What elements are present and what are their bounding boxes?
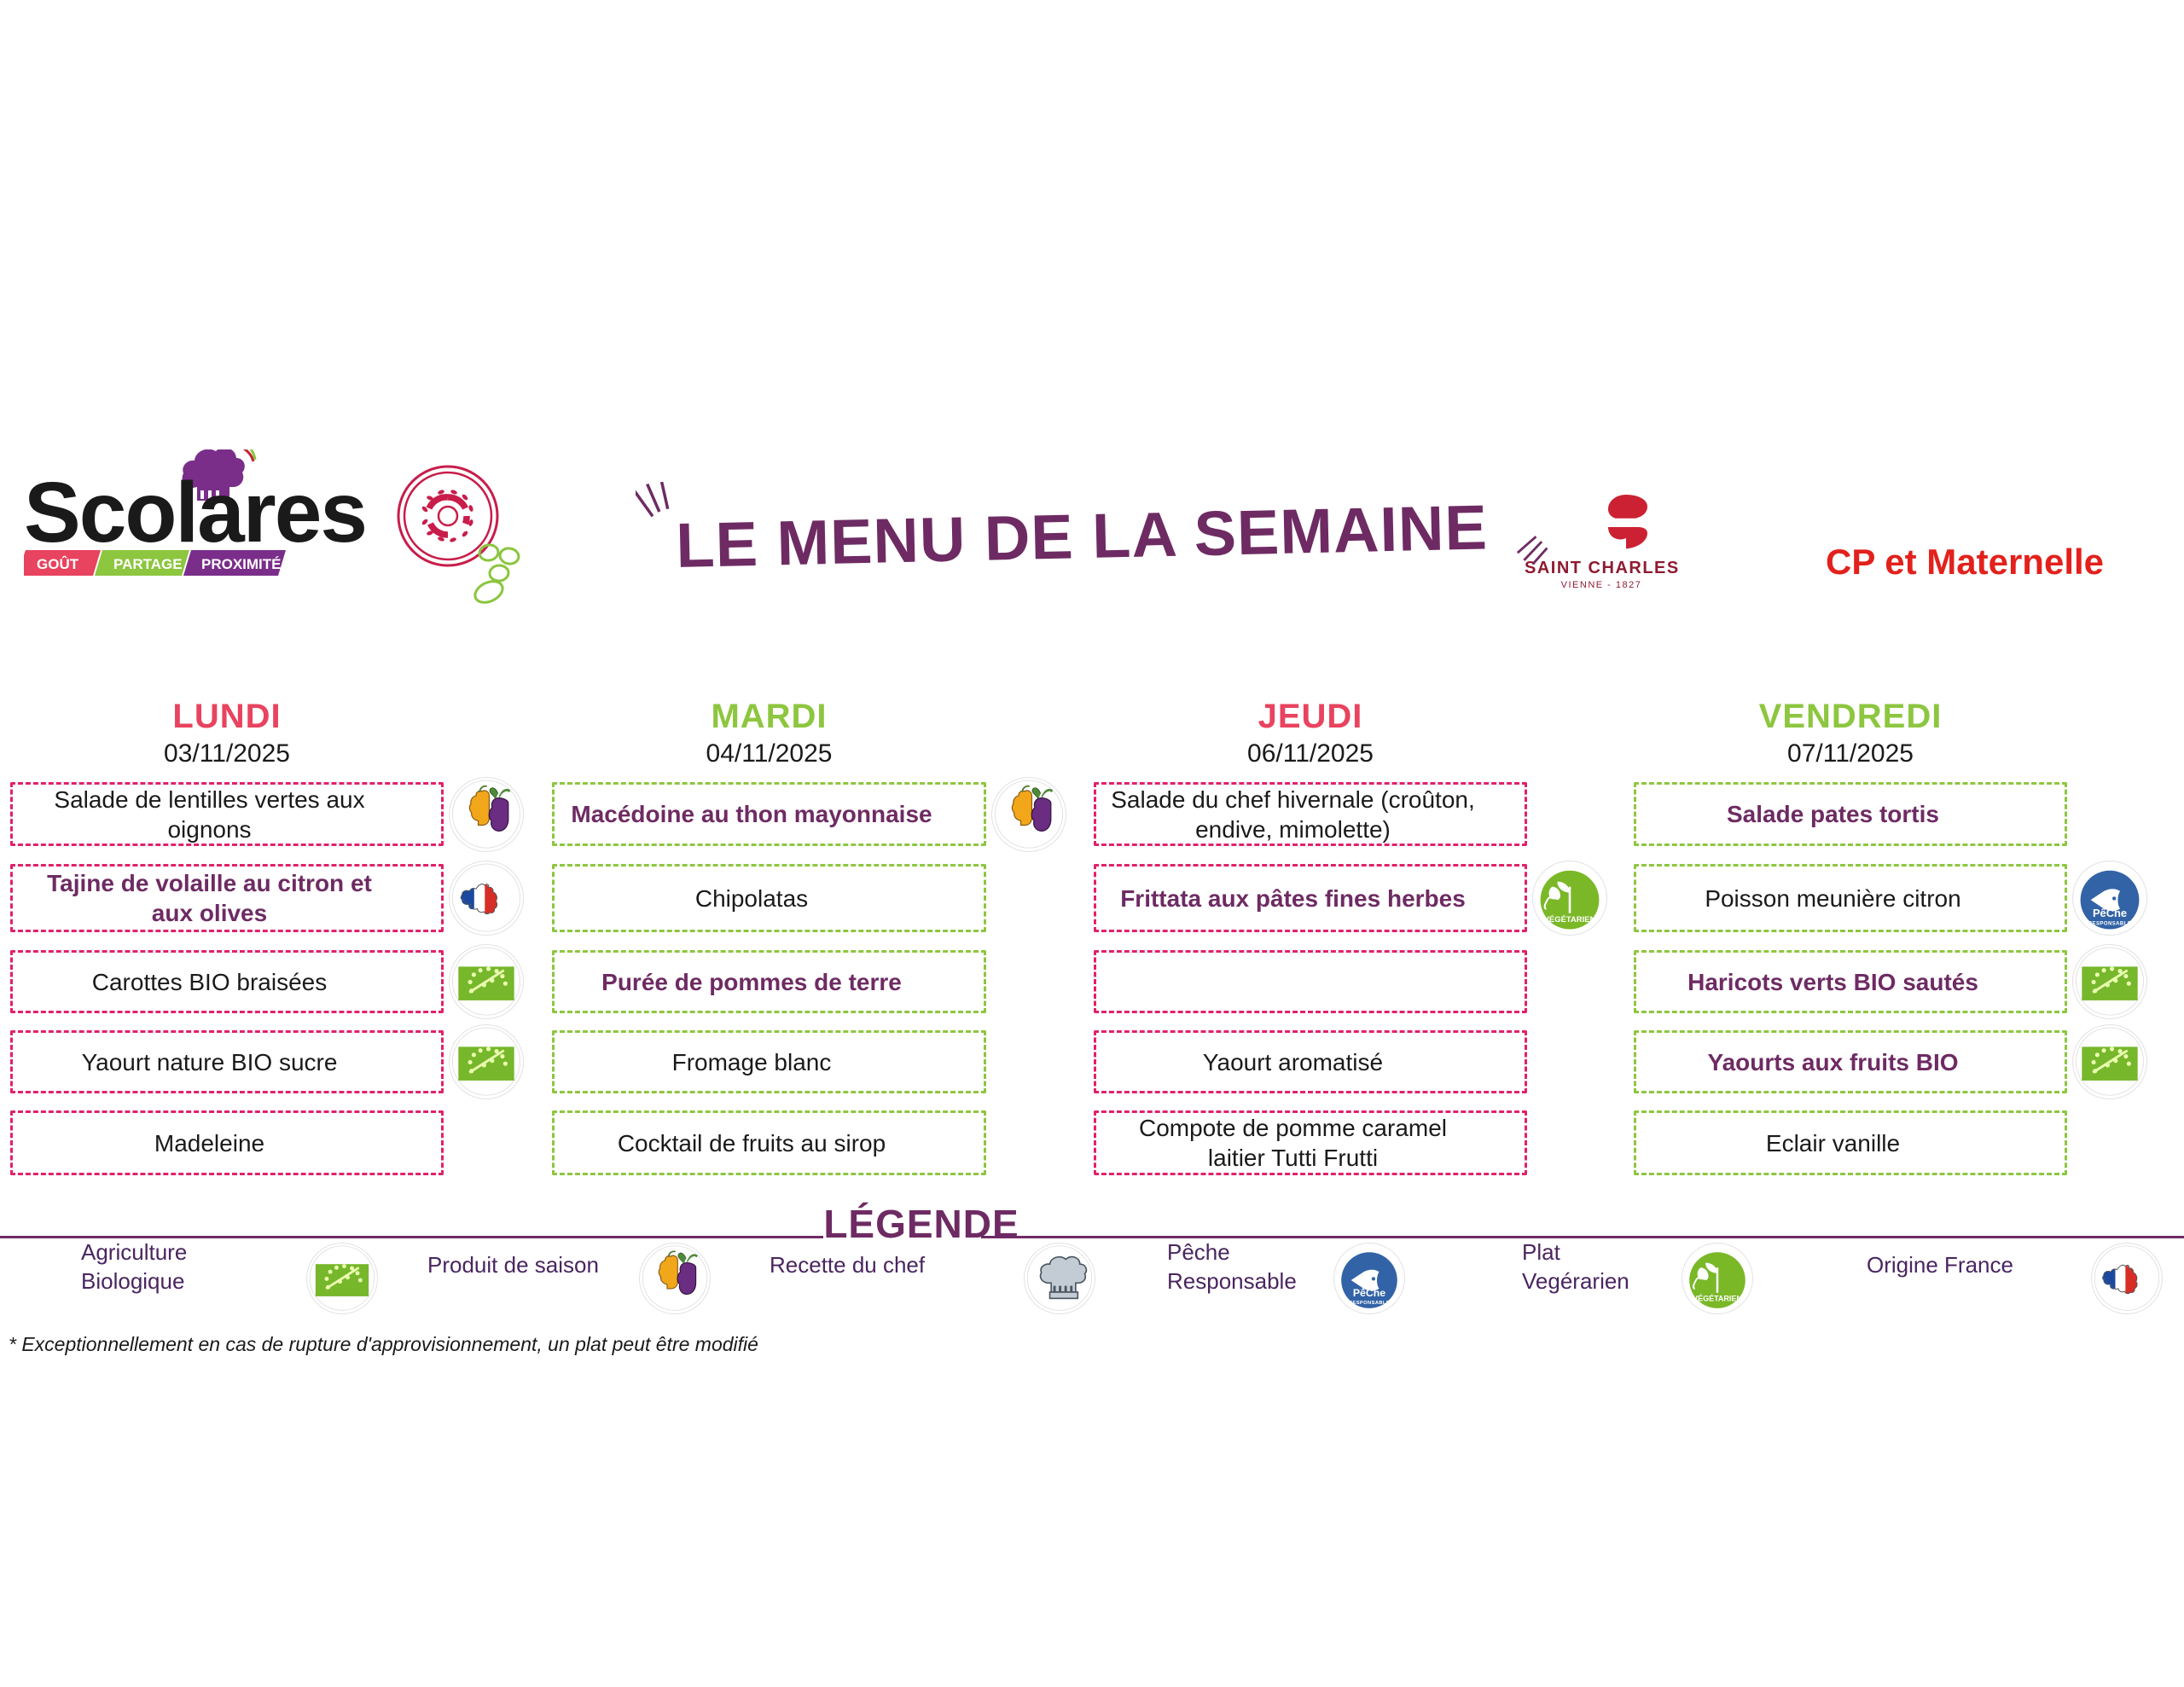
svg-text:Scolarest: Scolarest [24,465,365,560]
svg-text:GOÛT: GOÛT [37,556,79,572]
svg-text:PARTAGE: PARTAGE [113,556,183,572]
svg-text:LE MENU DE LA SEMAINE: LE MENU DE LA SEMAINE [675,491,1488,581]
svg-text:PROXIMITÉ: PROXIMITÉ [201,556,282,572]
